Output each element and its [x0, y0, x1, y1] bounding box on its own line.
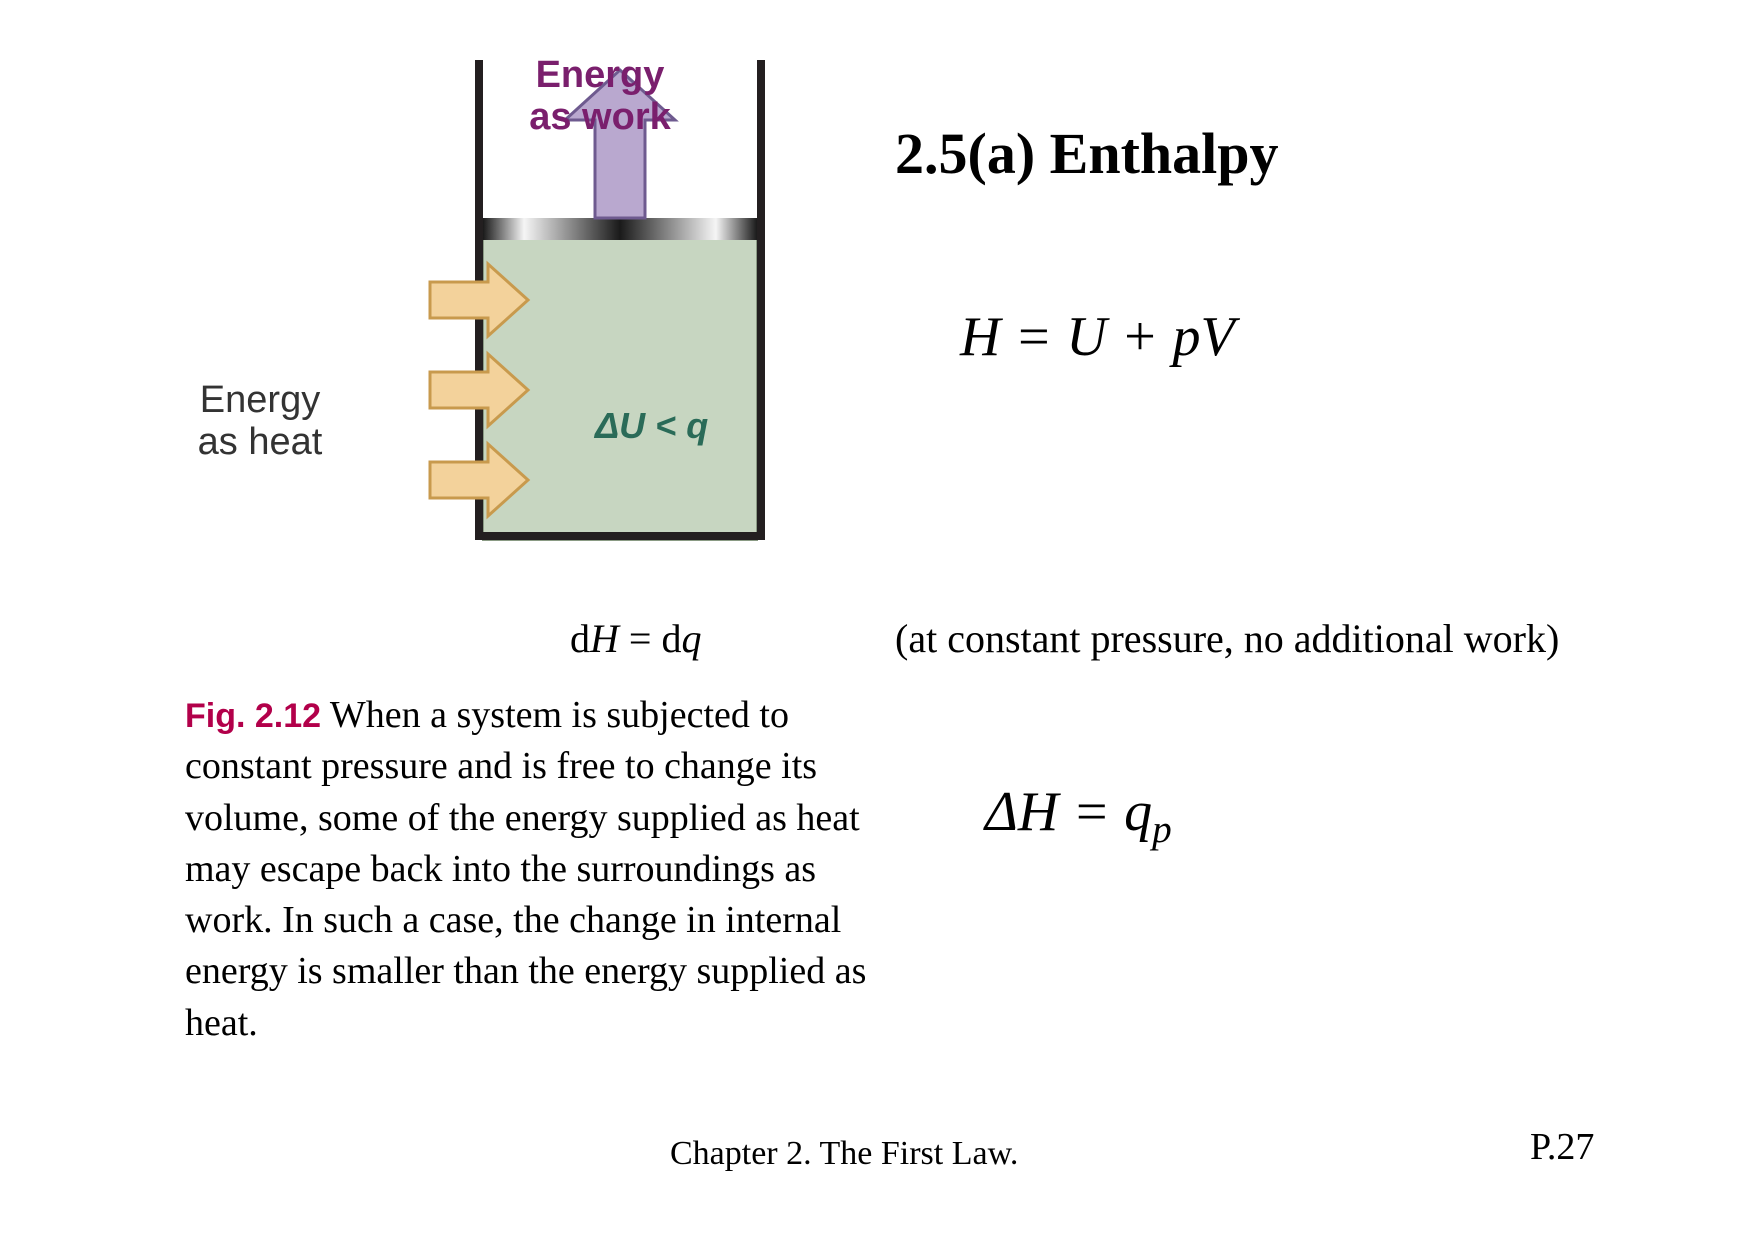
label-energy-as-work: Energy as work: [500, 55, 700, 139]
section-title: 2.5(a) Enthalpy: [895, 120, 1279, 187]
label-energy-as-heat-l2: as heat: [198, 421, 323, 463]
equation-dh-eq-dq: dH = dq: [570, 615, 701, 662]
equation-dh-condition: (at constant pressure, no additional wor…: [895, 615, 1559, 662]
label-energy-as-heat: Energy as heat: [185, 380, 335, 464]
figure-label: Fig. 2.12: [185, 697, 321, 735]
label-energy-as-work-l1: Energy: [536, 54, 665, 96]
equation-delta-h-eq-qp: ΔH = qp: [985, 780, 1172, 852]
footer-chapter: Chapter 2. The First Law.: [670, 1135, 1018, 1173]
label-energy-as-heat-l1: Energy: [200, 379, 320, 421]
figure-caption-text: When a system is subjected to constant p…: [185, 694, 866, 1044]
equation-enthalpy-definition: H = U + pV: [960, 305, 1235, 369]
label-delta-u-lt-q: ΔU < q: [595, 405, 708, 447]
label-energy-as-work-l2: as work: [529, 96, 671, 138]
figure-caption: Fig. 2.12 When a system is subjected to …: [185, 690, 905, 1049]
footer-page: P.27: [1530, 1125, 1594, 1169]
